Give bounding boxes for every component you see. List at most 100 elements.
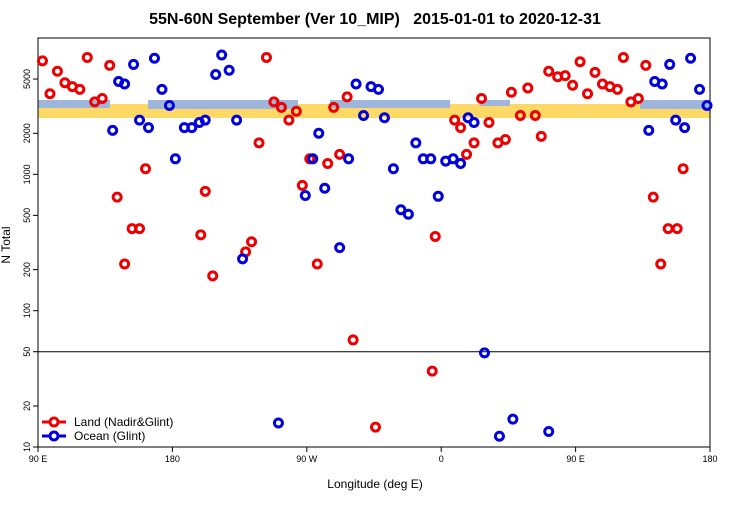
data-point [44,88,56,100]
data-point [96,92,108,104]
data-point [493,430,505,442]
data-point [656,78,668,90]
data-point [195,229,207,241]
data-point [479,347,491,359]
data-point [334,242,346,254]
plot-frame [37,37,711,448]
chart-title: 55N-60N September (Ver 10_MIP) 2015-01-0… [149,11,601,28]
data-point [134,223,146,235]
data-point [237,253,249,265]
data-point [253,137,265,149]
data-point [313,127,325,139]
data-point [319,182,331,194]
data-point [119,258,131,270]
data-point [694,83,706,95]
data-point [432,190,444,202]
y-tick-label: 2000 [22,123,32,143]
data-point [468,137,480,149]
data-point [378,112,390,124]
data-point [51,65,63,77]
data-point [582,88,594,100]
data-point [347,334,359,346]
data-point [216,49,228,61]
data-point [223,64,235,76]
data-point [529,110,541,122]
data-point [643,124,655,136]
data-point [140,163,152,175]
x-tick-label: 90 E [566,454,585,464]
data-point [199,185,211,197]
legend-label: Ocean (Glint) [74,429,145,443]
data-point [701,99,713,111]
data-point [104,59,116,71]
data-point [268,96,280,108]
x-tick-label: 180 [165,454,180,464]
data-point [299,189,311,201]
data-point [461,148,473,160]
data-point [283,114,295,126]
data-point [334,148,346,160]
data-point [231,114,243,126]
data-point [559,70,571,82]
data-point [322,158,334,170]
data-point [81,51,93,63]
x-tick-label: 180 [702,454,717,464]
y-tick-label: 100 [22,303,32,318]
data-point [128,58,140,70]
data-point [589,66,601,78]
data-point [410,137,422,149]
data-point [74,83,86,95]
y-tick-label: 10 [22,442,32,452]
data-point [207,270,219,282]
data-point [514,110,526,122]
data-point [426,365,438,377]
data-point [483,116,495,128]
strip-ocean [38,100,110,108]
data-point [468,116,480,128]
data-point [522,82,534,94]
data-point [647,191,659,203]
data-point [671,223,683,235]
data-point [617,51,629,63]
data-point [341,91,353,103]
legend-marker [48,430,60,442]
strip-ocean [640,100,710,109]
data-point [343,153,355,165]
data-point [210,68,222,80]
data-point [134,114,146,126]
data-point [119,78,131,90]
y-tick-label: 200 [22,262,32,277]
data-point [107,124,119,136]
data-point [199,114,211,126]
data-point [395,204,407,216]
data-point [447,153,459,165]
data-point [311,258,323,270]
data-point [307,153,319,165]
y-tick-label: 50 [22,347,32,357]
legend-marker [48,416,60,428]
data-point [358,110,370,122]
data-point [148,52,160,64]
data-point [275,101,287,113]
data-point [328,101,340,113]
data-point [369,421,381,433]
y-tick-label: 1000 [22,164,32,184]
x-tick-label: 90 E [29,454,48,464]
data-point [272,417,284,429]
data-point [574,56,586,68]
data-point [455,122,467,134]
surface-strip [38,100,710,118]
data-point [677,163,689,175]
data-point [163,99,175,111]
x-tick-label: 90 W [296,454,318,464]
data-point [455,158,467,170]
data-point [505,86,517,98]
x-tick-label: 0 [439,454,444,464]
data-point [449,114,461,126]
data-point [296,179,308,191]
data-point [670,114,682,126]
legend-label: Land (Nadir&Glint) [74,415,173,429]
data-point [567,79,579,91]
data-point [543,65,555,77]
